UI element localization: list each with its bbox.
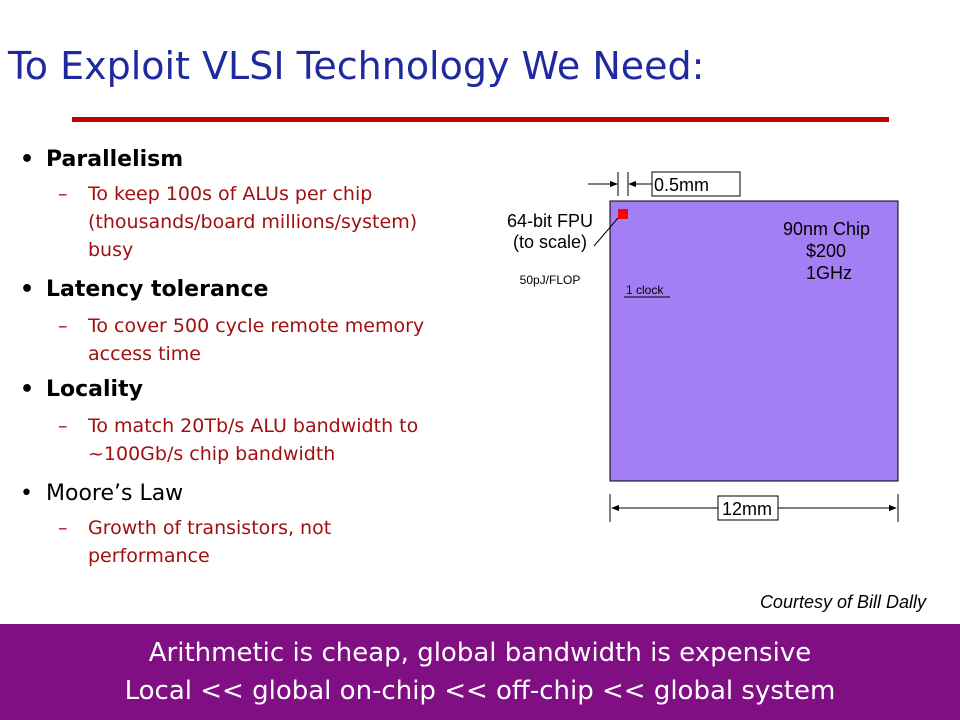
clock-label: 1 clock <box>626 283 664 297</box>
fpu-size-label: 0.5mm <box>654 175 709 195</box>
fpu-square <box>618 209 628 219</box>
slide-title: To Exploit VLSI Technology We Need: <box>8 44 705 88</box>
footer-banner: Arithmetic is cheap, global bandwidth is… <box>0 624 960 720</box>
fpu-label-line2: (to scale) <box>513 232 587 252</box>
chip-label-price: $200 <box>806 241 846 261</box>
footer-line-1: Arithmetic is cheap, global bandwidth is… <box>148 638 812 668</box>
energy-label: 50pJ/FLOP <box>520 273 581 287</box>
title-underline <box>72 117 889 122</box>
courtesy-credit: Courtesy of Bill Dally <box>759 592 926 612</box>
fpu-leader-line <box>593 217 619 247</box>
chip-label-frequency: 1GHz <box>806 263 852 283</box>
chip-label-process: 90nm Chip <box>783 219 870 239</box>
chip-size-label: 12mm <box>722 499 772 519</box>
chip-size-box <box>717 495 779 521</box>
fpu-size-box <box>651 171 741 197</box>
chip-area <box>609 200 899 482</box>
fpu-label-line1: 64-bit FPU <box>507 211 593 231</box>
footer-line-2: Local << global on-chip << off-chip << g… <box>124 676 836 706</box>
